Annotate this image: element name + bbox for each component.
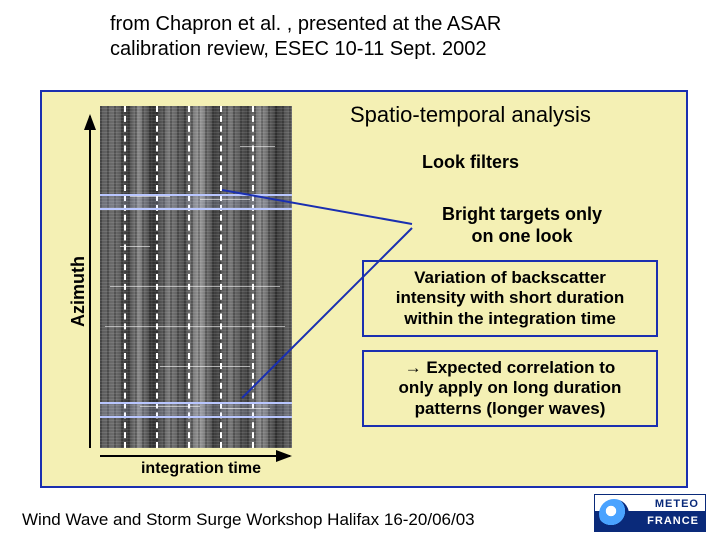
bright-streak <box>110 286 280 287</box>
look-filters-label: Look filters <box>422 152 519 173</box>
selection-band <box>100 402 292 418</box>
bright-streak <box>140 406 200 407</box>
arrow-icon: → <box>405 358 422 377</box>
look-filter-line <box>124 106 126 448</box>
title-line-1: from Chapron et al. , presented at the A… <box>110 13 501 35</box>
sar-image <box>100 106 292 448</box>
logo-line2: FRANCE <box>647 516 699 527</box>
title-line-2: calibration review, ESEC 10-11 Sept. 200… <box>110 38 487 60</box>
box1-line3: within the integration time <box>404 309 616 328</box>
correlation-box: → Expected correlation to only apply on … <box>362 350 658 427</box>
content-panel: Spatio-temporal analysis Look filters Az… <box>40 90 688 488</box>
box2-line1: Expected correlation to <box>422 358 616 377</box>
logo-line1: METEO <box>655 499 699 510</box>
integration-time-axis-label: integration time <box>116 460 286 478</box>
meteo-france-logo: METEO FRANCE <box>594 494 706 532</box>
look-filter-line <box>156 106 158 448</box>
box2-line3: patterns (longer waves) <box>415 399 606 418</box>
look-filter-line <box>188 106 190 448</box>
bright-streak <box>160 366 250 367</box>
selection-band <box>100 194 292 210</box>
panel-heading: Spatio-temporal analysis <box>350 102 591 128</box>
bright-streak <box>240 146 275 147</box>
box1-line1: Variation of backscatter <box>414 268 606 287</box>
look-filter-line <box>252 106 254 448</box>
box1-line2: intensity with short duration <box>396 288 625 307</box>
bright-targets-text: Bright targets only on one look <box>382 204 662 247</box>
bright-streak <box>130 196 170 197</box>
bright-streak <box>105 326 285 327</box>
footer-text: Wind Wave and Storm Surge Workshop Halif… <box>22 510 582 530</box>
look-filter-line <box>220 106 222 448</box>
bright-streak <box>220 408 270 409</box>
bright-targets-line2: on one look <box>472 226 573 246</box>
bright-streak <box>120 246 150 247</box>
backscatter-box: Variation of backscatter intensity with … <box>362 260 658 337</box>
box2-line2: only apply on long duration <box>399 378 622 397</box>
bright-streak <box>200 199 250 200</box>
azimuth-axis-label: Azimuth <box>68 256 89 327</box>
bright-targets-line1: Bright targets only <box>442 204 602 224</box>
logo-swirl-icon <box>599 499 629 529</box>
slide-title: from Chapron et al. , presented at the A… <box>110 12 620 62</box>
